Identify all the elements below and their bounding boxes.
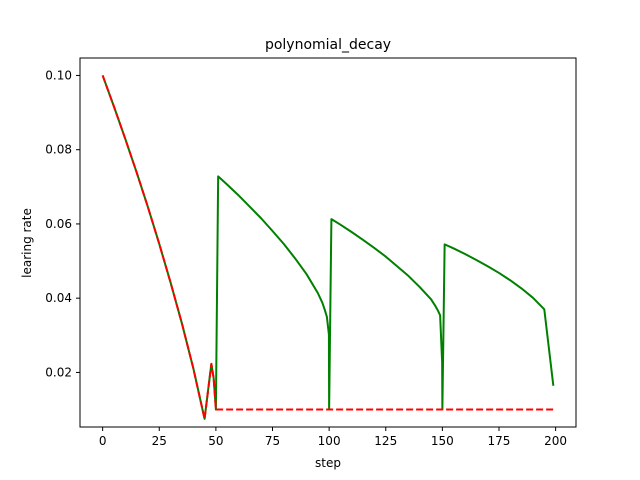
x-tick-label: 100 [318, 434, 341, 448]
series-line-0 [101, 75, 555, 420]
y-tick-label: 0.02 [45, 365, 72, 379]
chart-title: polynomial_decay [265, 37, 391, 53]
x-tick-label: 200 [544, 434, 567, 448]
y-axis-label: learing rate [20, 208, 34, 278]
x-tick-label: 150 [431, 434, 454, 448]
y-tick-label: 0.06 [45, 217, 72, 231]
plot-lines [101, 75, 555, 420]
x-tick-label: 175 [488, 434, 511, 448]
x-axis: 0 25 50 75 100 125 150 175 200 [99, 427, 567, 448]
x-tick-label: 0 [99, 434, 107, 448]
x-tick-label: 125 [374, 434, 397, 448]
x-tick-label: 25 [152, 434, 167, 448]
y-tick-label: 0.08 [45, 143, 72, 157]
plot-frame [79, 57, 577, 428]
x-tick-label: 50 [208, 434, 223, 448]
y-tick-label: 0.04 [45, 291, 72, 305]
x-axis-label: step [315, 456, 341, 470]
y-axis: 0.02 0.04 0.06 0.08 0.10 [45, 68, 80, 379]
x-tick-label: 75 [265, 434, 280, 448]
y-tick-label: 0.10 [45, 68, 72, 82]
series-line-1 [101, 75, 554, 420]
